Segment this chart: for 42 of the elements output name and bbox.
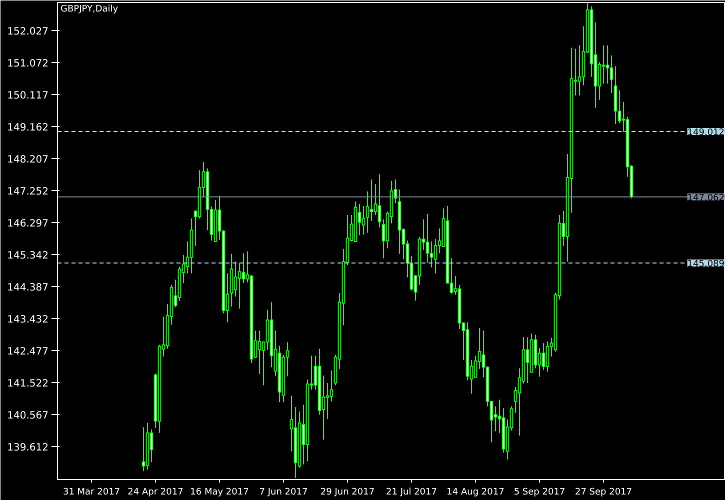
x-tick-label: 24 Apr 2017 — [128, 488, 184, 498]
candlestick — [606, 44, 610, 84]
candlestick — [542, 342, 546, 370]
y-tick-label: 141.522 — [7, 378, 49, 390]
candlestick — [234, 261, 238, 297]
candlestick — [618, 90, 622, 124]
candlestick — [366, 191, 370, 234]
y-tick-label: 151.072 — [7, 58, 49, 70]
ref-line-label: 149.012 — [687, 128, 724, 138]
x-tick-label: 29 Jun 2017 — [320, 488, 375, 498]
candlestick — [578, 44, 582, 96]
y-tick-label: 150.117 — [7, 90, 49, 102]
x-tick-label: 7 Jun 2017 — [259, 488, 308, 498]
candlestick — [330, 370, 334, 402]
y-tick-label: 143.432 — [7, 314, 49, 326]
y-tick-label: 144.387 — [7, 282, 49, 294]
candlestick — [430, 241, 434, 268]
y-tick-label: 152.027 — [7, 26, 49, 38]
y-tick-label: 140.567 — [7, 410, 49, 422]
ref-line-label: 145.089 — [687, 259, 725, 270]
y-tick-label: 142.477 — [7, 346, 49, 358]
candlestick — [426, 214, 430, 264]
x-tick-label: 5 Sep 2017 — [514, 488, 566, 498]
x-tick-label: 21 Jul 2017 — [386, 488, 437, 498]
candlestick — [326, 382, 330, 420]
y-tick-label: 148.207 — [7, 154, 49, 166]
y-tick-label: 139.612 — [7, 442, 49, 454]
candlestick — [258, 330, 262, 374]
ref-line-label: 147.062 — [687, 193, 724, 204]
x-tick-label: 16 May 2017 — [190, 488, 249, 498]
chart-title: GBPJPY,Daily — [60, 4, 119, 14]
candlestick — [602, 44, 606, 84]
candlestick — [238, 262, 242, 310]
y-tick-label: 146.297 — [7, 218, 49, 230]
y-tick-label: 149.162 — [7, 122, 49, 134]
candlestick — [434, 238, 438, 274]
x-tick-label: 14 Aug 2017 — [446, 488, 504, 498]
x-tick-label: 31 Mar 2017 — [62, 488, 120, 498]
x-tick-label: 27 Sep 2017 — [574, 488, 632, 498]
y-tick-label: 145.342 — [7, 250, 49, 262]
candlestick — [142, 426, 146, 472]
y-tick-label: 147.252 — [7, 186, 49, 198]
